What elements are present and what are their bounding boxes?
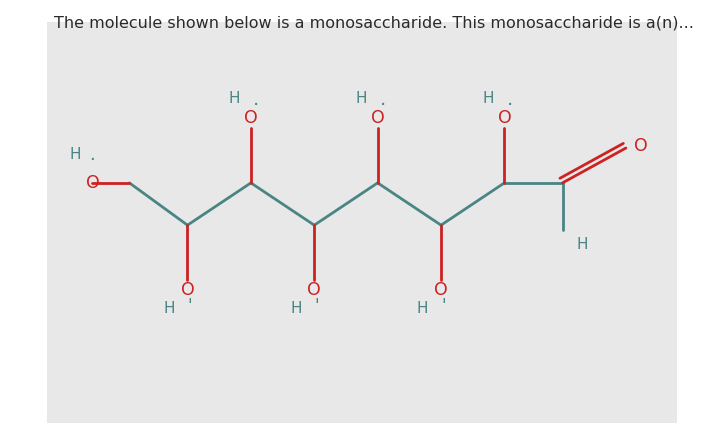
Text: O: O [307,281,321,299]
Text: .: . [253,90,259,109]
Text: O: O [181,281,194,299]
Text: O: O [244,109,258,127]
Text: O: O [371,109,384,127]
Text: H: H [576,237,588,252]
Text: ': ' [314,297,319,315]
Text: H: H [482,91,494,106]
Text: H: H [417,301,428,316]
Text: O: O [86,174,99,192]
Text: O: O [634,137,648,155]
Text: H: H [290,301,302,316]
Text: H: H [356,91,367,106]
Text: H: H [229,91,240,106]
Text: The molecule shown below is a monosaccharide. This monosaccharide is a(n)...: The molecule shown below is a monosaccha… [54,16,694,31]
Text: H: H [69,147,81,162]
Text: O: O [498,109,511,127]
Text: .: . [379,90,386,109]
Text: ': ' [441,297,446,315]
Text: H: H [163,301,175,316]
Text: O: O [434,281,448,299]
Text: .: . [507,90,513,109]
Text: ': ' [187,297,192,315]
Text: .: . [89,146,95,164]
